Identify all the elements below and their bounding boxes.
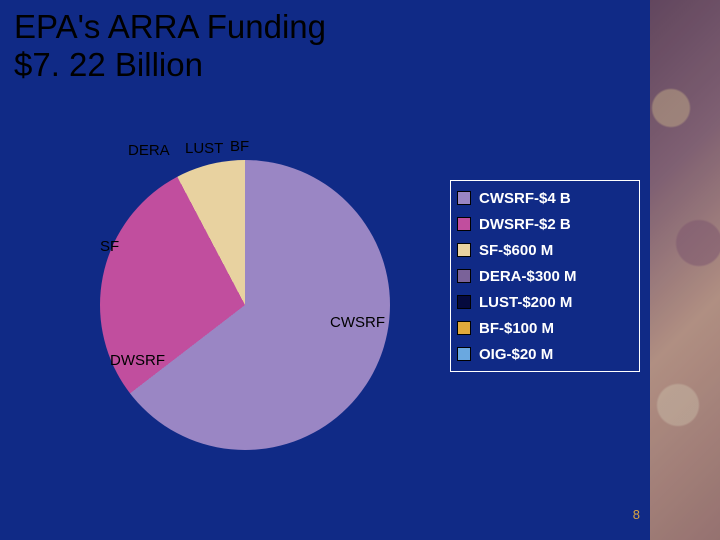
legend-item-dwsrf: DWSRF-$2 B	[457, 211, 633, 237]
title-line-2: $7. 22 Billion	[14, 46, 203, 83]
legend-label: DERA-$300 M	[479, 268, 577, 285]
slide: EPA's ARRA Funding $7. 22 Billion CWSRF D…	[0, 0, 720, 540]
pie-label-bf: BF	[230, 138, 249, 155]
legend-item-lust: LUST-$200 M	[457, 289, 633, 315]
legend-swatch	[457, 321, 471, 335]
legend-swatch	[457, 269, 471, 283]
pie-label-lust: LUST	[185, 140, 223, 157]
legend-item-oig: OIG-$20 M	[457, 341, 633, 367]
legend-label: LUST-$200 M	[479, 294, 572, 311]
legend: CWSRF-$4 B DWSRF-$2 B SF-$600 M DERA-$300 M…	[450, 180, 640, 372]
legend-item-bf: BF-$100 M	[457, 315, 633, 341]
legend-swatch	[457, 347, 471, 361]
legend-swatch	[457, 295, 471, 309]
page-number: 8	[633, 507, 640, 522]
legend-swatch	[457, 243, 471, 257]
legend-swatch	[457, 191, 471, 205]
legend-item-cwsrf: CWSRF-$4 B	[457, 185, 633, 211]
page-title: EPA's ARRA Funding $7. 22 Billion	[14, 8, 326, 84]
pie-label-sf: SF	[100, 238, 119, 255]
legend-label: CWSRF-$4 B	[479, 190, 571, 207]
legend-item-sf: SF-$600 M	[457, 237, 633, 263]
pie-label-dera: DERA	[128, 142, 170, 159]
legend-label: BF-$100 M	[479, 320, 554, 337]
pie-label-cwsrf: CWSRF	[330, 314, 385, 331]
legend-swatch	[457, 217, 471, 231]
decorative-right-panel	[650, 0, 720, 540]
title-line-1: EPA's ARRA Funding	[14, 8, 326, 45]
legend-item-dera: DERA-$300 M	[457, 263, 633, 289]
pie-chart: CWSRF DWSRF SF DERA LUST BF	[90, 130, 410, 450]
legend-label: DWSRF-$2 B	[479, 216, 571, 233]
legend-label: OIG-$20 M	[479, 346, 553, 363]
legend-label: SF-$600 M	[479, 242, 553, 259]
pie-graphic	[100, 160, 390, 450]
pie-label-dwsrf: DWSRF	[110, 352, 165, 369]
